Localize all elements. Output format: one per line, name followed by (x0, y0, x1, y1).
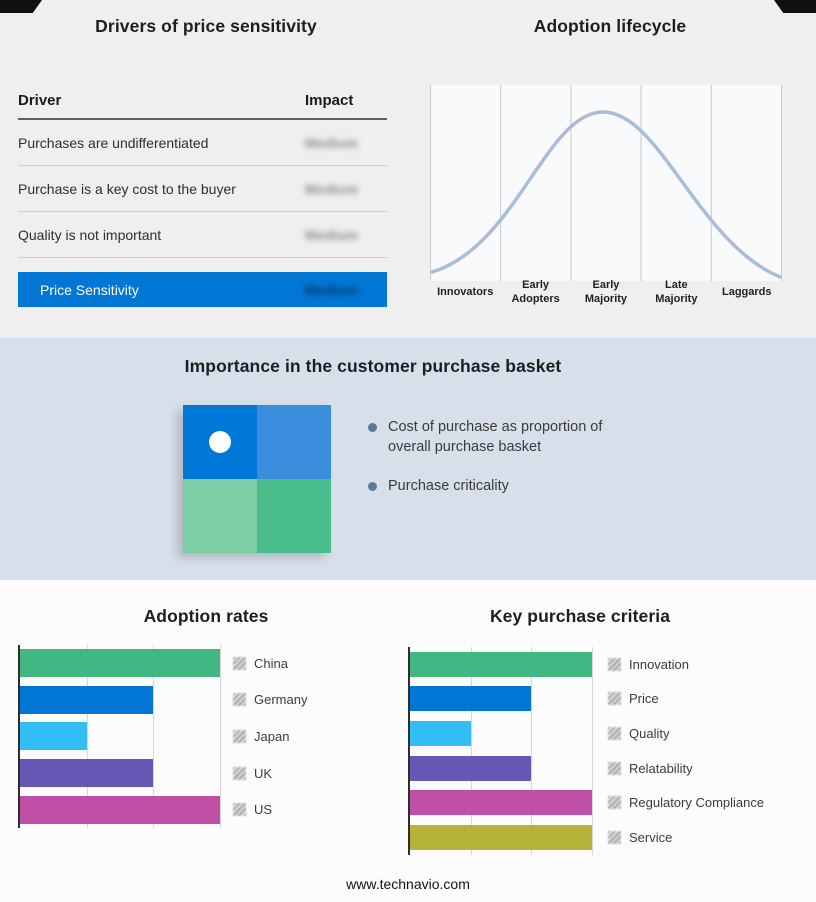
legend-chip-redacted (608, 796, 621, 810)
gridline (531, 647, 533, 855)
impact-value-redacted: Medium (305, 134, 358, 151)
driver-label: Purchases are undifferentiated (18, 134, 209, 151)
bullet-item: Cost of purchase as proportion of overal… (368, 417, 632, 457)
stage-early-majority: Early Majority (584, 279, 628, 305)
bar-china (20, 649, 220, 678)
gridline (86, 645, 88, 828)
stage-innovators: Innovators (437, 285, 494, 298)
price-sensitivity-row: Price Sensitivity Medium (18, 272, 387, 307)
legend-item-innovation: Innovation (608, 657, 764, 672)
quadrant-bottom-right (257, 479, 331, 553)
drivers-title: Drivers of price sensitivity (95, 16, 317, 36)
gridline (592, 647, 593, 855)
middle-band (0, 338, 816, 580)
bar-quality (410, 721, 471, 747)
lifecycle-stage-labels: Innovators Early Adopters Early Majority L… (430, 279, 782, 307)
legend-chip-redacted (608, 761, 621, 775)
bar-relatability (410, 755, 532, 781)
bar-price (410, 686, 532, 712)
bullet-dot-icon (368, 482, 377, 491)
legend-chip-redacted (233, 803, 246, 817)
bar-japan (20, 722, 87, 751)
basket-title: Importance in the customer purchase bask… (184, 356, 562, 376)
bar-regulatory-compliance (410, 790, 592, 816)
corner-ribbon-right (774, 0, 816, 13)
column-driver: Driver (18, 92, 62, 109)
stage-early-adopters: Early Adopters (511, 279, 560, 305)
lifecycle-title: Adoption lifecycle (533, 16, 687, 36)
driver-label: Purchase is a key cost to the buyer (18, 180, 236, 197)
criteria-bars (410, 647, 592, 855)
bar-germany (20, 685, 154, 714)
legend-item-quality: Quality (608, 726, 764, 741)
adoption-rates-chart (18, 645, 221, 828)
drivers-table: Driver Impact Purchases are undifferenti… (18, 92, 387, 307)
stage-late-majority: Late Majority (655, 279, 698, 305)
adoption-legend: China Germany Japan UK US (233, 645, 307, 828)
legend-chip-redacted (233, 766, 246, 780)
legend-item-us: US (233, 802, 307, 817)
legend-chip-redacted (233, 693, 246, 707)
driver-row: Purchase is a key cost to the buyer Medi… (18, 166, 387, 212)
legend-chip-redacted (608, 692, 621, 706)
lifecycle-plot (430, 85, 782, 281)
bar-service (410, 825, 592, 851)
adoption-bars (20, 645, 220, 828)
bullet-dot-icon (368, 423, 377, 432)
quadrant-bottom-left (183, 479, 257, 553)
legend-item-uk: UK (233, 766, 307, 781)
column-impact: Impact (305, 92, 354, 109)
basket-bullet-list: Cost of purchase as proportion of overal… (368, 417, 632, 515)
corner-ribbon-left (0, 0, 42, 13)
key-purchase-criteria-chart (408, 647, 593, 855)
footer-url: www.technavio.com (346, 876, 470, 892)
gridline (470, 647, 472, 855)
purchase-basket-quadrant (183, 405, 331, 553)
gridline (153, 645, 155, 828)
quadrant-marker-dot (209, 431, 231, 453)
impact-value-redacted: Medium (305, 226, 358, 243)
legend-item-service: Service (608, 830, 764, 845)
criteria-legend: Innovation Price Quality Relatability Re… (608, 647, 764, 855)
stage-laggards: Laggards (722, 285, 772, 298)
legend-item-price: Price (608, 691, 764, 706)
legend-chip-redacted (608, 831, 621, 845)
quadrant-top-left (183, 405, 257, 479)
legend-chip-redacted (233, 729, 246, 743)
drivers-table-header: Driver Impact (18, 92, 387, 120)
legend-item-relatability: Relatability (608, 761, 764, 776)
quadrant-top-right (257, 405, 331, 479)
legend-item-germany: Germany (233, 692, 307, 707)
lifecycle-curve (430, 110, 782, 279)
impact-value-redacted: Medium (305, 281, 358, 298)
impact-value-redacted: Medium (305, 180, 358, 197)
price-sensitivity-label: Price Sensitivity (40, 281, 139, 298)
key-purchase-criteria-title: Key purchase criteria (489, 606, 671, 626)
bar-us (20, 795, 220, 824)
bar-innovation (410, 651, 592, 677)
legend-item-china: China (233, 656, 307, 671)
bullet-item: Purchase criticality (368, 476, 632, 496)
bar-uk (20, 759, 154, 788)
legend-chip-redacted (608, 657, 621, 671)
legend-item-japan: Japan (233, 729, 307, 744)
driver-label: Quality is not important (18, 226, 162, 243)
adoption-lifecycle-chart (430, 85, 782, 281)
adoption-rates-title: Adoption rates (143, 606, 269, 626)
gridline (220, 645, 221, 828)
legend-chip-redacted (608, 727, 621, 741)
driver-row: Quality is not important Medium (18, 212, 387, 258)
driver-row: Purchases are undifferentiated Medium (18, 120, 387, 166)
legend-item-regulatory-compliance: Regulatory Compliance (608, 795, 764, 810)
lifecycle-gridlines (430, 85, 782, 281)
legend-chip-redacted (233, 656, 246, 670)
